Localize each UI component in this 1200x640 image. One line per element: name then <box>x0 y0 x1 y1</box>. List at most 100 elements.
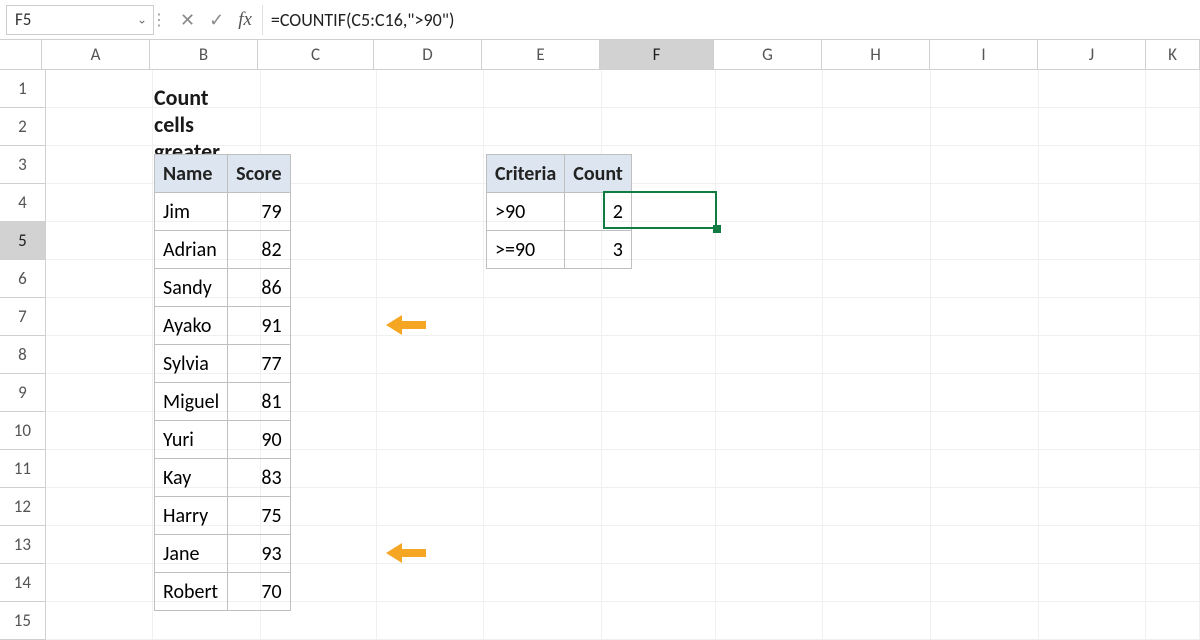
cell-J1[interactable] <box>1039 70 1147 108</box>
cell-A8[interactable] <box>46 336 154 374</box>
cell-K2[interactable] <box>1146 108 1200 146</box>
cell-I1[interactable] <box>931 70 1039 108</box>
row-header-13[interactable]: 13 <box>0 526 46 564</box>
cell-H4[interactable] <box>823 184 931 222</box>
cell-H12[interactable] <box>823 488 931 526</box>
row-header-9[interactable]: 9 <box>0 374 46 412</box>
cell-K7[interactable] <box>1146 298 1200 336</box>
table-row[interactable]: Adrian82 <box>155 231 291 269</box>
cell-F14[interactable] <box>602 564 716 602</box>
row-header-11[interactable]: 11 <box>0 450 46 488</box>
cell-A7[interactable] <box>46 298 154 336</box>
cell-G9[interactable] <box>716 374 824 412</box>
row-header-2[interactable]: 2 <box>0 108 46 146</box>
cell-A2[interactable] <box>46 108 154 146</box>
cell-H9[interactable] <box>823 374 931 412</box>
cell-G7[interactable] <box>716 298 824 336</box>
table-row[interactable]: Yuri90 <box>155 421 291 459</box>
cell-H11[interactable] <box>823 450 931 488</box>
cell-J14[interactable] <box>1039 564 1147 602</box>
cell-E9[interactable] <box>484 374 602 412</box>
cell-I12[interactable] <box>931 488 1039 526</box>
cell-I4[interactable] <box>931 184 1039 222</box>
col-header-F[interactable]: F <box>600 40 714 70</box>
cell-H1[interactable] <box>823 70 931 108</box>
col-header-I[interactable]: I <box>930 40 1038 70</box>
row-header-6[interactable]: 6 <box>0 260 46 298</box>
cell-E15[interactable] <box>484 602 602 640</box>
cell-J6[interactable] <box>1039 260 1147 298</box>
cell-I10[interactable] <box>931 412 1039 450</box>
score-cell[interactable]: 81 <box>228 383 290 421</box>
table-row[interactable]: >902 <box>487 193 632 231</box>
cell-A6[interactable] <box>46 260 154 298</box>
cell-D13[interactable] <box>377 526 485 564</box>
cell-K9[interactable] <box>1146 374 1200 412</box>
criteria-cell[interactable]: >=90 <box>487 231 565 269</box>
cell-J8[interactable] <box>1039 336 1147 374</box>
cell-D4[interactable] <box>377 184 485 222</box>
cell-D3[interactable] <box>377 146 485 184</box>
cell-H5[interactable] <box>823 222 931 260</box>
cell-G10[interactable] <box>716 412 824 450</box>
row-header-1[interactable]: 1 <box>0 70 46 108</box>
col-header-K[interactable]: K <box>1146 40 1200 70</box>
row-header-14[interactable]: 14 <box>0 564 46 602</box>
cell-J9[interactable] <box>1039 374 1147 412</box>
cell-A9[interactable] <box>46 374 154 412</box>
score-cell[interactable]: 90 <box>228 421 290 459</box>
col-header-E[interactable]: E <box>482 40 600 70</box>
cell-K3[interactable] <box>1146 146 1200 184</box>
cell-G11[interactable] <box>716 450 824 488</box>
col-header-G[interactable]: G <box>714 40 822 70</box>
row-header-4[interactable]: 4 <box>0 184 46 222</box>
cell-E12[interactable] <box>484 488 602 526</box>
table-row[interactable]: Robert70 <box>155 573 291 611</box>
score-cell[interactable]: 91 <box>228 307 290 345</box>
cell-F2[interactable] <box>602 108 716 146</box>
cell-F13[interactable] <box>602 526 716 564</box>
cell-B1[interactable] <box>153 70 261 108</box>
name-cell[interactable]: Ayako <box>155 307 228 345</box>
cell-F1[interactable] <box>602 70 716 108</box>
col-header-H[interactable]: H <box>822 40 930 70</box>
score-cell[interactable]: 83 <box>228 459 290 497</box>
cell-K8[interactable] <box>1146 336 1200 374</box>
cell-I14[interactable] <box>931 564 1039 602</box>
table-row[interactable]: Jane93 <box>155 535 291 573</box>
cell-I15[interactable] <box>931 602 1039 640</box>
cell-D1[interactable] <box>377 70 485 108</box>
cell-D15[interactable] <box>377 602 485 640</box>
cell-G2[interactable] <box>716 108 824 146</box>
score-cell[interactable]: 70 <box>228 573 290 611</box>
enter-icon[interactable]: ✓ <box>209 9 224 31</box>
cell-J5[interactable] <box>1039 222 1147 260</box>
cell-E14[interactable] <box>484 564 602 602</box>
table-row[interactable]: Ayako91 <box>155 307 291 345</box>
cell-I3[interactable] <box>931 146 1039 184</box>
cell-G6[interactable] <box>716 260 824 298</box>
cell-H10[interactable] <box>823 412 931 450</box>
table-row[interactable]: Sandy86 <box>155 269 291 307</box>
cell-E7[interactable] <box>484 298 602 336</box>
table-row[interactable]: >=903 <box>487 231 632 269</box>
table-header[interactable]: Name <box>155 155 228 193</box>
chevron-down-icon[interactable]: ⌄ <box>137 12 147 27</box>
cell-H15[interactable] <box>823 602 931 640</box>
col-header-J[interactable]: J <box>1038 40 1146 70</box>
name-cell[interactable]: Yuri <box>155 421 228 459</box>
cell-C1[interactable] <box>261 70 377 108</box>
cell-H2[interactable] <box>823 108 931 146</box>
cell-I8[interactable] <box>931 336 1039 374</box>
cell-A10[interactable] <box>46 412 154 450</box>
cell-A11[interactable] <box>46 450 154 488</box>
cell-K13[interactable] <box>1146 526 1200 564</box>
cell-I11[interactable] <box>931 450 1039 488</box>
cell-H6[interactable] <box>823 260 931 298</box>
cell-F15[interactable] <box>602 602 716 640</box>
cell-A3[interactable] <box>46 146 154 184</box>
cell-J4[interactable] <box>1039 184 1147 222</box>
row-header-10[interactable]: 10 <box>0 412 46 450</box>
cell-G14[interactable] <box>716 564 824 602</box>
name-box[interactable]: F5 ⌄ <box>6 5 154 35</box>
